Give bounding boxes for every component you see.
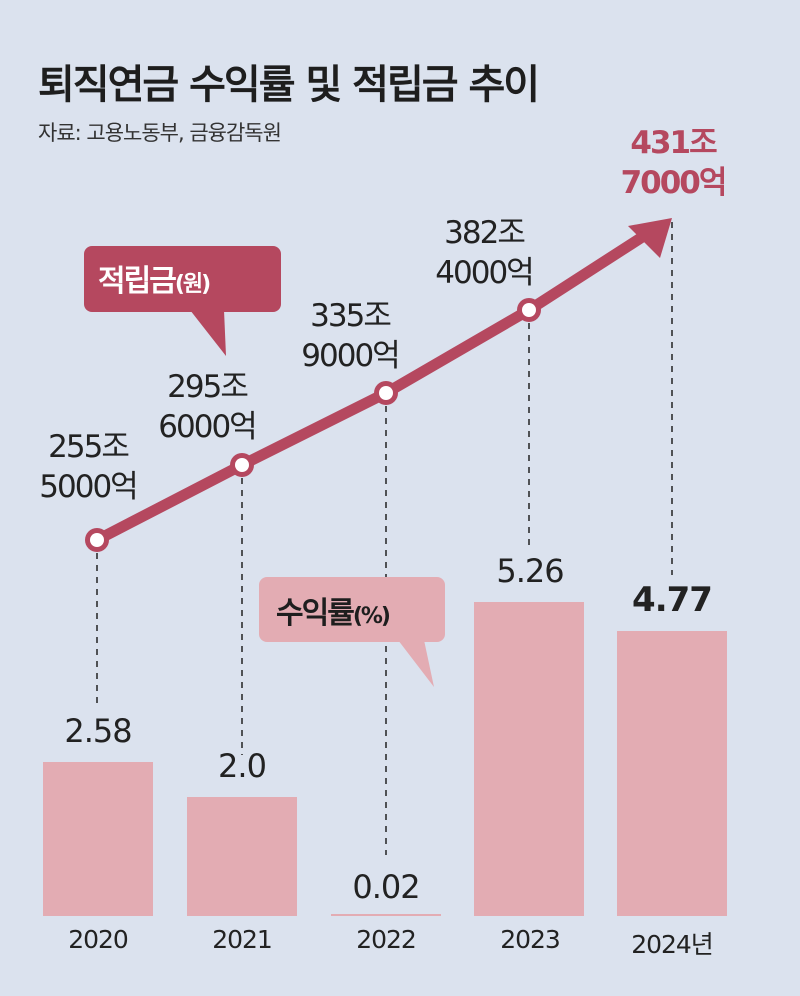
reserve-label-2024: 431조 7000억 (620, 123, 728, 203)
reserve-label-line2: 6000억 (158, 409, 257, 445)
reserve-label-line1: 255조 (48, 429, 130, 465)
return-bars (43, 602, 727, 916)
reserve-legend-label: 적립금(원) (98, 256, 211, 300)
guide-lines (96, 222, 673, 855)
reserve-markers (85, 298, 541, 552)
reserve-label-line2: 4000억 (435, 255, 534, 291)
reserve-legend-unit: (원) (174, 272, 211, 297)
reserve-legend-text: 적립금 (98, 264, 177, 299)
reserve-label-line2: 5000억 (39, 469, 138, 505)
reserve-label-line1: 382조 (444, 215, 526, 251)
return-legend-text: 수익률 (276, 596, 355, 631)
reserve-label-line1: 431조 (630, 125, 717, 161)
bar-2020 (43, 762, 153, 916)
return-legend-label: 수익률(%) (276, 588, 391, 632)
return-legend-unit: (%) (352, 604, 391, 629)
return-label-2021: 2.0 (218, 747, 267, 785)
chart-source: 자료: 고용노동부, 금융감독원 (38, 121, 282, 145)
year-label-2021: 2021 (212, 925, 273, 954)
bar-2021 (187, 797, 297, 916)
return-label-2024: 4.77 (632, 580, 713, 620)
year-label-2020: 2020 (68, 925, 129, 954)
return-label-2020: 2.58 (64, 712, 132, 750)
year-label-2022: 2022 (356, 925, 417, 954)
reserve-legend-bubble (84, 246, 281, 356)
bar-2024 (617, 631, 727, 916)
return-label-2022: 0.02 (352, 868, 420, 906)
year-label-2024: 2024년 (631, 930, 714, 959)
reserve-label-line1: 335조 (310, 298, 392, 334)
chart-title: 퇴직연금 수익률 및 적립금 추이 (38, 62, 540, 108)
reserve-label-2020: 255조 5000억 (39, 427, 138, 507)
reserve-label-line2: 9000억 (301, 338, 400, 374)
bar-2023 (474, 602, 584, 916)
return-label-2023: 5.26 (496, 552, 564, 590)
year-label-2023: 2023 (500, 925, 561, 954)
reserve-label-2022: 335조 9000억 (301, 296, 400, 376)
reserve-label-line1: 295조 (167, 369, 249, 405)
bar-2022 (331, 914, 441, 916)
arrow-head-icon (628, 218, 672, 258)
return-legend-bubble (259, 577, 445, 687)
reserve-label-line2: 7000억 (620, 165, 728, 201)
reserve-label-2023: 382조 4000억 (435, 213, 534, 293)
reserve-label-2021: 295조 6000억 (158, 367, 257, 447)
